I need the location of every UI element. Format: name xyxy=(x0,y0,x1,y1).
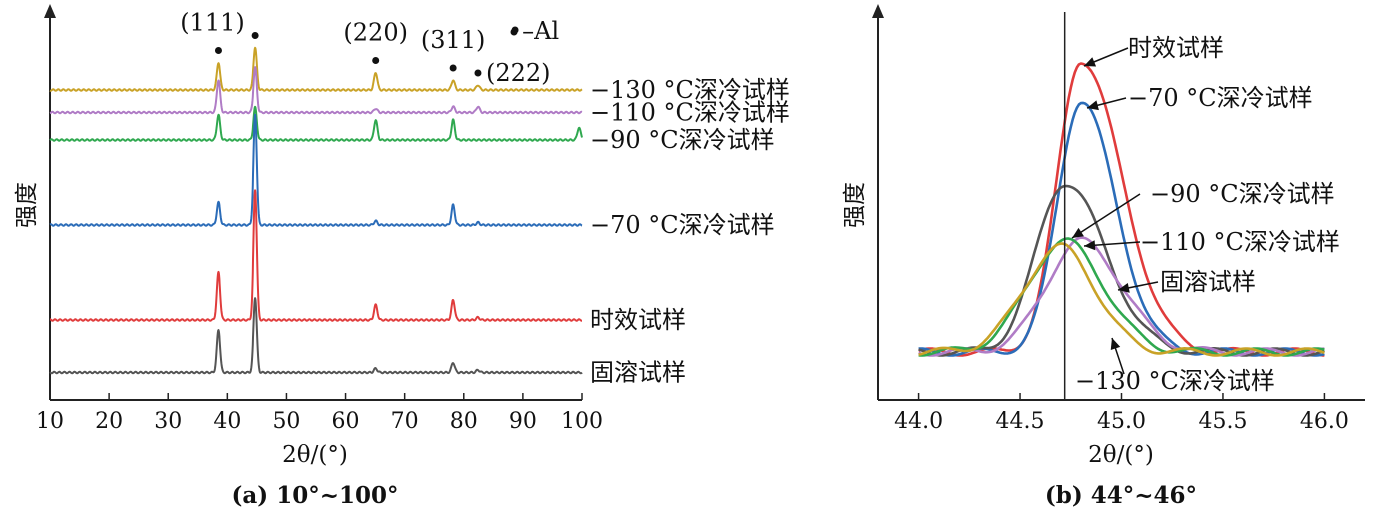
panel-b-caption: (b) 44°~46° xyxy=(1045,482,1197,509)
panel-a-x-tick-label: 40 xyxy=(213,409,241,434)
peak-hkl-label: (311) xyxy=(421,26,486,54)
panel-a-x-tick-label: 10 xyxy=(36,409,64,434)
panel-b-xlabel: 2θ/(°) xyxy=(1088,442,1154,468)
peak-hkl-label: (220) xyxy=(343,19,408,47)
panel-b-x-tick-label: 46.0 xyxy=(1300,409,1349,434)
panel-a-x-tick-label: 90 xyxy=(509,409,537,434)
al-peak-marker xyxy=(449,64,457,72)
panel-b-label-arrow xyxy=(1071,193,1141,239)
panel-b-ylabel: 强度 xyxy=(842,182,868,228)
panel-b-x-tick-label: 44.5 xyxy=(996,409,1045,434)
panel-b-x-tick-label: 44.0 xyxy=(894,409,943,434)
arrowhead-icon xyxy=(1118,282,1130,293)
panel-a-series-line xyxy=(49,66,583,115)
peak-hkl-label: (222) xyxy=(486,59,551,87)
panel-b-series-label: 时效试样 xyxy=(1128,34,1224,62)
panel-a-series-labels: −130 °C深冷试样−110 °C深冷试样−90 °C深冷试样 −70 °C深冷… xyxy=(590,76,790,387)
panel-b: 44.0 44.5 45.0 45.5 46.0 2θ/(°) 强度 (b) 44°~4… xyxy=(842,4,1365,509)
arrowhead-icon xyxy=(1072,227,1084,238)
panel-a-series xyxy=(49,46,583,375)
panel-b-x-ticks: 44.0 44.5 45.0 45.5 46.0 xyxy=(894,393,1349,434)
panel-a-caption: (a) 10°~100° xyxy=(232,482,399,509)
al-legend-dot-icon xyxy=(510,28,518,36)
panel-a-series-label: 时效试样 xyxy=(590,306,686,334)
panel-a-series-line xyxy=(49,46,583,92)
panel-b-y-axis-arrow-icon xyxy=(872,4,884,18)
panel-b-series-label: −90 °C深冷试样 xyxy=(1150,180,1335,208)
panel-b-series-label: −130 °C深冷试样 xyxy=(1075,367,1275,395)
panel-b-x-tick-label: 45.5 xyxy=(1198,409,1247,434)
panel-a-x-tick-label: 100 xyxy=(561,409,603,434)
panel-a-peak-labels: (111)(200)(220)(311)(222) xyxy=(180,9,551,88)
panel-b-series-line xyxy=(918,184,1325,357)
panel-a-series-label: −130 °C深冷试样 xyxy=(590,76,790,104)
al-legend: •–Al xyxy=(508,17,559,45)
al-peak-marker xyxy=(214,47,222,54)
panel-a-series-line xyxy=(49,113,583,227)
panel-a-x-tick-label: 20 xyxy=(95,409,123,434)
arrowhead-icon xyxy=(1110,338,1121,351)
panel-a-ylabel: 强度 xyxy=(14,182,40,228)
panel-a-series-line xyxy=(49,189,583,322)
panel-a-y-axis-arrow-icon xyxy=(44,4,56,18)
peak-hkl-label: (111) xyxy=(180,9,245,37)
panel-b-series-line xyxy=(918,237,1325,357)
panel-a-xlabel: 2θ/(°) xyxy=(282,442,348,468)
panel-a-x-tick-label: 80 xyxy=(450,409,478,434)
panel-a-series-label: 固溶试样 xyxy=(590,359,686,387)
panel-a-x-tick-label: 30 xyxy=(154,409,182,434)
panel-a-series-line xyxy=(49,105,583,142)
al-peak-marker xyxy=(372,57,380,64)
panel-b-series-label: −110 °C深冷试样 xyxy=(1140,228,1340,256)
arrowhead-icon xyxy=(1087,100,1099,111)
al-peak-marker xyxy=(474,69,482,77)
panel-b-x-tick-label: 45.0 xyxy=(1097,409,1146,434)
panel-a-x-ticks: 10 20 30 40 50 60 70 80 90 100 xyxy=(36,393,603,434)
al-peak-marker xyxy=(251,32,259,39)
panel-a-x-tick-label: 70 xyxy=(391,409,419,434)
panel-a-x-tick-label: 50 xyxy=(272,409,300,434)
panel-a: 10 20 30 40 50 60 70 80 90 100 2θ/(°) 强度 (a) 10°~… xyxy=(14,4,790,509)
panel-a-series-line xyxy=(49,297,583,375)
arrowhead-icon xyxy=(1084,57,1097,67)
arrowhead-icon xyxy=(1084,240,1096,251)
panel-b-series-label: −70 °C深冷试样 xyxy=(1128,84,1313,112)
panel-a-series-label: −70 °C深冷试样 xyxy=(590,211,775,239)
panel-a-x-tick-label: 60 xyxy=(332,409,360,434)
panel-b-series xyxy=(918,62,1325,357)
panel-a-series-label: −110 °C深冷试样 xyxy=(590,99,790,127)
panel-b-series-line xyxy=(918,242,1325,357)
panel-a-series-label: −90 °C深冷试样 xyxy=(590,126,775,154)
panel-b-series-label: 固溶试样 xyxy=(1160,268,1256,296)
